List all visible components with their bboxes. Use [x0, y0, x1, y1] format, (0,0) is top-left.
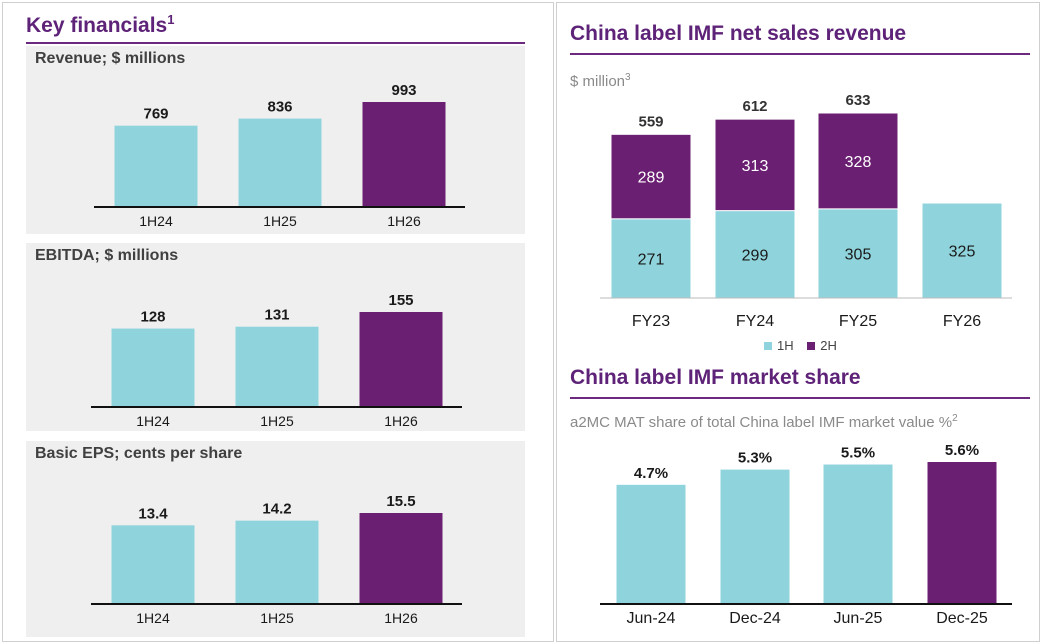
ebitda-category-label: 1H24: [136, 413, 170, 429]
legend-label-2h: 2H: [820, 338, 837, 353]
ebitda-category-label: 1H26: [384, 413, 418, 429]
revenue-value-label: 836: [267, 99, 292, 116]
legend-swatch-2h: [807, 342, 816, 350]
market-share-bar-jun-24: [616, 484, 686, 604]
net-sales-title-rule: [570, 53, 1030, 55]
net-sales-bar-fy25-1h: [817, 208, 899, 299]
ebitda-category-label: 1H25: [260, 413, 294, 429]
revenue-value-label: 993: [391, 82, 416, 99]
legend-swatch-1h: [764, 342, 772, 350]
net-sales-category-label: FY24: [736, 313, 774, 330]
revenue-title: Revenue; $ millions: [35, 50, 186, 67]
market-share-bar-jun-25: [823, 464, 893, 604]
net-sales-segment-label: 305: [845, 246, 872, 263]
ebitda-value-label: 131: [264, 307, 289, 324]
net-sales-segment-label: 289: [638, 170, 665, 187]
eps-value-label: 14.2: [262, 501, 291, 518]
revenue-bar-1h24: [114, 125, 198, 207]
net-sales-footnote: 3: [625, 72, 631, 83]
market-share-category-label: Dec-24: [729, 610, 781, 627]
net-sales-title: China label IMF net sales revenue: [570, 22, 907, 45]
net-sales-total-label: 633: [845, 92, 870, 109]
left-title-rule: [26, 42, 525, 44]
revenue-category-label: 1H25: [263, 213, 297, 229]
market-share-bar-dec-24: [720, 469, 790, 604]
net-sales-bar-fy25-2h: [817, 112, 899, 210]
stacked-legend: 1H 2H: [764, 338, 847, 353]
net-sales-segment-label: 299: [742, 247, 769, 264]
net-sales-category-label: FY25: [839, 313, 877, 330]
eps-bar-1h26: [359, 513, 443, 604]
market-share-bar-dec-25: [927, 462, 997, 604]
market-share-category-label: Jun-24: [627, 610, 676, 627]
net-sales-total-label: 559: [638, 113, 663, 130]
key-financials-title: Key financials1: [26, 12, 174, 38]
eps-value-label: 13.4: [138, 505, 168, 522]
key-financials-title-text: Key financials: [26, 14, 168, 37]
revenue-value-label: 769: [143, 106, 168, 123]
net-sales-subtitle: $ million3: [570, 72, 631, 90]
market-share-title: China label IMF market share: [570, 366, 861, 389]
net-sales-segment-label: 313: [742, 158, 769, 175]
ebitda-bar-1h26: [359, 312, 443, 407]
revenue-category-label: 1H24: [139, 213, 173, 229]
net-sales-segment-label: 325: [949, 244, 976, 261]
net-sales-bar-fy23-2h: [610, 133, 692, 220]
revenue-bar-1h25: [238, 118, 322, 207]
revenue-bar-1h26: [362, 102, 446, 207]
ebitda-value-label: 128: [140, 309, 165, 326]
market-share-category-label: Dec-25: [936, 610, 988, 627]
legend-label-1h: 1H: [777, 338, 794, 353]
ebitda-bar-1h24: [111, 328, 195, 407]
net-sales-unit: $ million: [570, 73, 626, 90]
eps-category-label: 1H25: [260, 610, 294, 626]
eps-title: Basic EPS; cents per share: [35, 445, 243, 462]
ebitda-title: EBITDA; $ millions: [35, 247, 179, 264]
ebitda-value-label: 155: [388, 292, 413, 309]
eps-category-label: 1H26: [384, 610, 418, 626]
net-sales-bar-fy24-2h: [714, 118, 796, 212]
eps-category-label: 1H24: [136, 610, 170, 626]
market-share-subtitle-text: a2MC MAT share of total China label IMF …: [570, 414, 953, 431]
market-share-category-label: Jun-25: [834, 610, 883, 627]
key-financials-footnote: 1: [167, 12, 175, 27]
net-sales-bar-fy24-1h: [714, 210, 796, 299]
market-share-value-label: 5.6%: [945, 442, 979, 459]
market-share-value-label: 5.3%: [738, 450, 772, 467]
market-share-value-label: 4.7%: [634, 465, 668, 482]
market-share-footnote: 2: [952, 413, 958, 424]
net-sales-category-label: FY23: [632, 313, 670, 330]
net-sales-segment-label: 328: [845, 154, 872, 171]
net-sales-total-label: 612: [742, 98, 767, 115]
net-sales-segment-label: 271: [638, 251, 665, 268]
net-sales-category-label: FY26: [943, 313, 981, 330]
ebitda-bar-1h25: [235, 326, 319, 407]
net-sales-bar-fy23-1h: [610, 218, 692, 299]
revenue-category-label: 1H26: [387, 213, 421, 229]
market-share-subtitle: a2MC MAT share of total China label IMF …: [570, 413, 958, 431]
eps-bar-1h25: [235, 520, 319, 604]
eps-bar-1h24: [111, 525, 195, 604]
market-share-value-label: 5.5%: [841, 445, 875, 462]
market-share-title-rule: [570, 397, 1030, 399]
eps-value-label: 15.5: [386, 493, 415, 510]
legend-item-2h: 2H: [807, 338, 837, 353]
legend-item-1h: 1H: [764, 338, 794, 353]
